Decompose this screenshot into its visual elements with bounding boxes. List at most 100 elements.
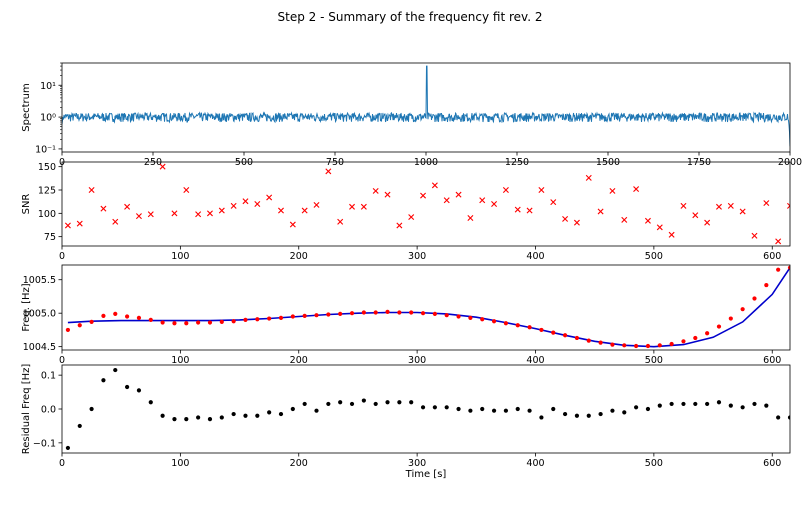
- y-tick-label: 10⁻¹: [35, 144, 56, 155]
- snr-marker: [171, 210, 178, 217]
- snr-marker: [88, 187, 95, 193]
- x-tick-label: 600: [763, 458, 781, 469]
- snr-marker: [538, 187, 545, 193]
- freq-point: [314, 313, 319, 318]
- residual-point: [491, 408, 497, 413]
- freq-point: [444, 313, 449, 318]
- snr-marker: [739, 208, 746, 215]
- residual-point: [598, 411, 603, 417]
- y-tick-label: 0.1: [41, 371, 56, 382]
- y-tick-label: 1005.0: [23, 309, 56, 320]
- freq-point: [373, 310, 378, 315]
- snr-marker: [195, 211, 202, 218]
- x-tick-label: 500: [235, 157, 253, 168]
- snr-marker: [467, 215, 474, 221]
- snr-marker: [775, 238, 782, 245]
- residual-point: [432, 405, 437, 410]
- residual-point: [172, 417, 177, 422]
- axes-frame: [61, 161, 791, 247]
- residual-point: [527, 408, 532, 413]
- freq-point: [787, 265, 790, 270]
- freq-point: [705, 331, 710, 336]
- residual-point: [503, 408, 509, 413]
- residual-point: [787, 415, 790, 420]
- residual-point: [160, 413, 165, 418]
- freq-point: [693, 335, 698, 341]
- residual-point: [645, 406, 651, 412]
- snr-marker: [206, 210, 213, 217]
- snr-marker: [491, 201, 498, 207]
- freq-point: [669, 341, 674, 347]
- y-tick-label: 1005.5: [23, 275, 56, 286]
- x-tick-label: 300: [408, 458, 426, 469]
- x-tick-label: 600: [763, 251, 781, 262]
- freq-point: [267, 316, 272, 321]
- freq-point: [302, 313, 307, 318]
- y-tick-label: 10⁰: [40, 113, 56, 124]
- y-axis-label: Spectrum: [21, 83, 32, 131]
- freq-point: [160, 320, 165, 325]
- residual-point: [77, 423, 82, 429]
- residual-point: [681, 401, 686, 407]
- snr-marker: [668, 231, 675, 238]
- x-tick-label: 100: [171, 251, 189, 262]
- snr-marker: [633, 186, 640, 193]
- x-tick-label: 200: [290, 458, 308, 469]
- snr-marker: [526, 207, 533, 214]
- residual-point: [255, 413, 260, 418]
- x-tick-label: 1000: [414, 157, 438, 168]
- snr-marker: [656, 224, 663, 231]
- freq-point: [622, 343, 627, 348]
- y-tick-label: 150: [38, 162, 56, 173]
- snr-marker: [372, 187, 379, 194]
- snr-marker: [597, 208, 604, 215]
- residual-point: [148, 400, 153, 405]
- freq-point: [681, 339, 686, 344]
- snr-marker: [562, 215, 569, 222]
- freq-point: [136, 315, 142, 320]
- snr-marker: [514, 206, 521, 213]
- freq-point: [326, 312, 331, 317]
- freq-point: [586, 338, 591, 343]
- snr-marker: [384, 191, 391, 198]
- residual-point: [444, 405, 449, 410]
- snr-marker: [349, 203, 356, 210]
- freq-point: [361, 310, 366, 315]
- freq-point: [101, 313, 106, 318]
- x-tick-label: 0: [59, 355, 65, 366]
- residual-point: [89, 406, 94, 412]
- freq-point: [184, 321, 189, 326]
- snr-marker: [763, 200, 770, 207]
- freq-point: [562, 333, 568, 338]
- residual-point: [207, 417, 213, 422]
- freq-point: [527, 325, 532, 330]
- y-tick-label: 100: [38, 209, 56, 220]
- residual-point: [622, 410, 627, 415]
- residual-point: [586, 413, 591, 418]
- figure-title: Step 2 - Summary of the frequency fit re…: [278, 10, 543, 24]
- residual-point: [290, 406, 295, 412]
- snr-marker: [727, 202, 734, 209]
- freq-point: [634, 343, 639, 349]
- snr-marker: [573, 219, 580, 226]
- residual-point: [184, 417, 189, 422]
- fit-line: [67, 267, 790, 348]
- snr-marker: [313, 201, 320, 208]
- residual-point: [574, 413, 580, 418]
- freq-point: [598, 340, 603, 345]
- y-tick-label: 10¹: [40, 81, 56, 92]
- freq-point: [515, 323, 520, 328]
- snr-marker: [692, 212, 699, 219]
- freq-point: [231, 319, 236, 324]
- residual-point: [361, 398, 366, 403]
- freq-point: [432, 311, 437, 316]
- freq-point: [409, 310, 414, 315]
- freq-point: [610, 342, 615, 347]
- snr-marker: [396, 222, 403, 229]
- residual-point: [562, 411, 568, 417]
- freq-point: [503, 321, 509, 326]
- freq-point: [397, 310, 402, 315]
- residual-point: [385, 400, 390, 405]
- snr-marker: [680, 202, 687, 209]
